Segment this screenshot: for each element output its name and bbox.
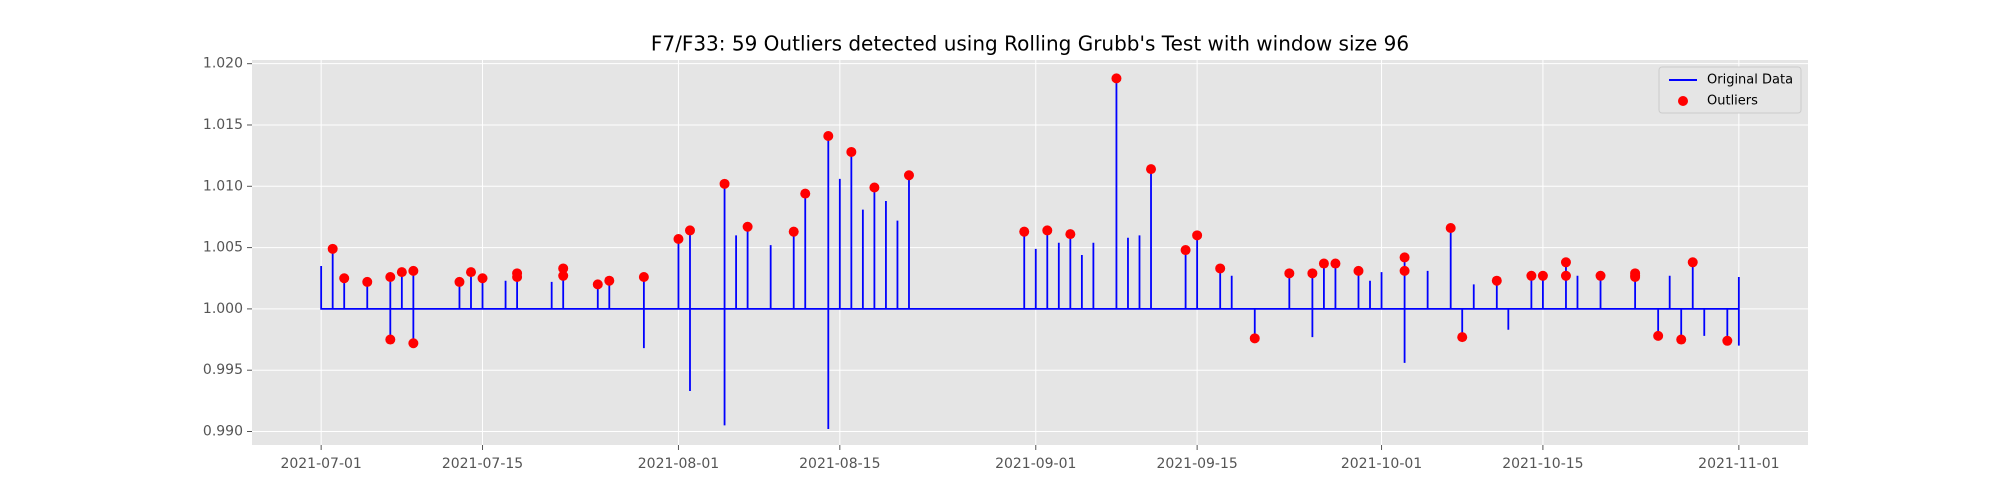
data-line [320, 78, 1740, 430]
outlier-point [1180, 245, 1191, 256]
outlier-point [846, 146, 857, 157]
outlier-point [1595, 270, 1606, 281]
outlier-point [385, 334, 396, 345]
outlier-point [869, 182, 880, 193]
chart-title: F7/F33: 59 Outliers detected using Rolli… [651, 32, 1409, 56]
outlier-point [1111, 73, 1122, 84]
y-tick-label: 0.995 [203, 362, 243, 378]
outlier-point [385, 272, 396, 283]
outlier-point [327, 243, 338, 254]
outlier-point [719, 178, 730, 189]
x-tick-label: 2021-09-01 [995, 456, 1076, 472]
outlier-point [800, 188, 811, 199]
outlier-point [1019, 226, 1030, 237]
outlier-point [1192, 230, 1203, 241]
y-tick-label: 1.005 [203, 240, 243, 256]
outlier-point [1146, 164, 1157, 175]
outlier-point [1215, 263, 1226, 274]
outlier-point [1399, 252, 1410, 263]
outlier-point [1491, 275, 1502, 286]
outlier-point [1560, 257, 1571, 268]
y-tick-label: 1.015 [203, 117, 243, 133]
outlier-point [1284, 268, 1295, 279]
x-tick-label: 2021-10-15 [1502, 456, 1583, 472]
outlier-point [823, 131, 834, 142]
outlier-point [1630, 272, 1641, 283]
outlier-point [408, 338, 419, 349]
outlier-point [1330, 258, 1341, 269]
legend-box [1658, 66, 1802, 114]
x-tick-label: 2021-08-01 [638, 456, 719, 472]
y-tick-label: 0.990 [203, 424, 243, 440]
x-tick-label: 2021-10-01 [1341, 456, 1422, 472]
outlier-point [673, 234, 684, 245]
outlier-point [1457, 332, 1468, 343]
outlier-point [1722, 335, 1733, 346]
outlier-point [684, 225, 695, 236]
y-tick-label: 1.000 [203, 301, 243, 317]
x-tick-label: 2021-07-15 [442, 456, 523, 472]
outlier-point [1318, 258, 1329, 269]
outlier-point [638, 272, 649, 283]
x-tick-label: 2021-11-01 [1698, 456, 1779, 472]
outlier-point [1687, 257, 1698, 268]
outlier-point [558, 263, 569, 274]
x-tick-label: 2021-08-15 [799, 456, 880, 472]
x-tick-label: 2021-07-01 [280, 456, 361, 472]
outlier-point [1526, 270, 1537, 281]
outlier-point [788, 226, 799, 237]
outlier-point [742, 221, 753, 232]
outlier-point [408, 265, 419, 276]
x-tick-label: 2021-09-15 [1156, 456, 1237, 472]
outlier-point [1042, 225, 1053, 236]
outlier-point [362, 276, 373, 287]
outlier-point [1445, 222, 1456, 233]
outlier-point [1560, 270, 1571, 281]
outlier-point [396, 267, 407, 278]
outlier-point [1653, 330, 1664, 341]
outlier-point [454, 276, 465, 287]
legend-label: Outliers [1707, 94, 1758, 109]
outlier-point [592, 279, 603, 290]
outlier-point [477, 273, 488, 284]
outlier-point [1399, 265, 1410, 276]
outlier-point [1676, 334, 1687, 345]
outlier-point [512, 272, 523, 283]
outlier-point [1353, 265, 1364, 276]
outlier-point [1065, 229, 1076, 240]
outlier-point [903, 170, 914, 181]
outlier-point [1537, 270, 1548, 281]
y-tick-label: 1.010 [203, 178, 243, 194]
outlier-point [1249, 333, 1260, 344]
outlier-point [465, 267, 476, 278]
outlier-point [604, 275, 615, 286]
legend-marker [1678, 96, 1688, 106]
y-tick-label: 1.020 [203, 56, 243, 72]
legend-label: Original Data [1707, 73, 1793, 88]
outlier-point [1307, 268, 1318, 279]
plot-area [252, 60, 1808, 445]
outlier-point [339, 273, 350, 284]
outlier-point [558, 270, 569, 281]
